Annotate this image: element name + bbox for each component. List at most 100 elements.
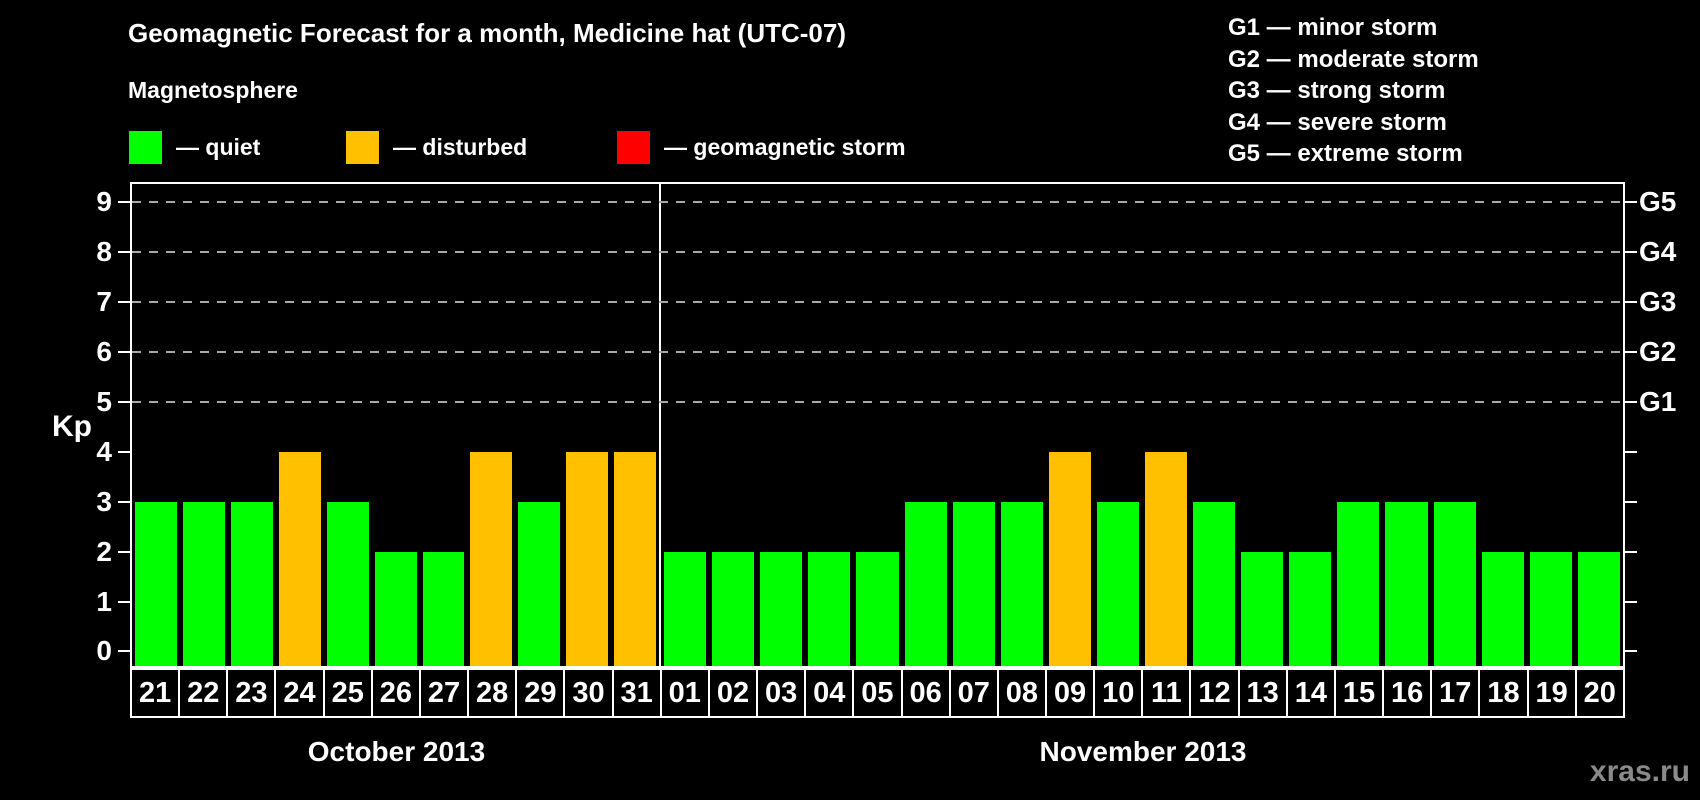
- day-label-october-25: 25: [325, 670, 373, 716]
- bar-october-30: [566, 452, 609, 666]
- bar-slot-november-11: [1142, 184, 1190, 666]
- y-tick-label-1: 1: [96, 585, 112, 617]
- left-tick-kp3: [118, 500, 130, 503]
- bar-slot-october-28: [467, 184, 515, 666]
- bar-slot-november-16: [1382, 184, 1430, 666]
- bar-slot-october-21: [132, 184, 180, 666]
- bar-slot-october-26: [372, 184, 420, 666]
- day-label-november-08: 08: [999, 670, 1047, 716]
- bar-november-07: [952, 502, 995, 666]
- bar-october-22: [182, 502, 225, 666]
- bar-october-31: [614, 452, 657, 666]
- bar-october-27: [422, 552, 465, 666]
- right-tick-kp3: [1625, 500, 1637, 503]
- right-tick-kp8: [1625, 250, 1637, 253]
- bar-november-02: [712, 552, 755, 666]
- day-label-november-05: 05: [854, 670, 903, 716]
- disturbed-color-swatch: [346, 131, 379, 164]
- bar-slot-november-13: [1238, 184, 1286, 666]
- bar-november-18: [1481, 552, 1524, 666]
- bar-slot-november-04: [805, 184, 853, 666]
- bar-slot-october-24: [276, 184, 324, 666]
- gridline-kp6: [132, 350, 1623, 353]
- bar-october-24: [278, 452, 321, 666]
- day-label-october-27: 27: [421, 670, 470, 716]
- g-scale-legend-line: G1 — minor storm: [1228, 14, 1438, 41]
- bar-slot-november-19: [1527, 184, 1575, 666]
- day-label-october-24: 24: [276, 670, 325, 716]
- bar-november-04: [808, 552, 851, 666]
- bar-slot-november-02: [709, 184, 757, 666]
- day-label-november-07: 07: [951, 670, 999, 716]
- day-label-november-01: 01: [662, 670, 710, 716]
- bar-october-26: [374, 552, 417, 666]
- bar-slot-november-14: [1286, 184, 1334, 666]
- right-tick-kp5: [1625, 400, 1637, 403]
- bar-november-17: [1433, 502, 1476, 666]
- bar-november-13: [1241, 552, 1284, 666]
- right-tick-kp2: [1625, 550, 1637, 553]
- plot-area: Kp 0 1 2 3 4 5 G1 6 G2 7 G3 8 G4 9 G5: [52, 182, 1676, 668]
- bar-november-11: [1145, 452, 1188, 666]
- bar-slot-october-31: [611, 184, 659, 666]
- right-tick-kp6: [1625, 350, 1637, 353]
- bar-november-14: [1289, 552, 1332, 666]
- y-tick-label-9: 9: [96, 186, 112, 217]
- left-tick-kp6: [118, 350, 130, 353]
- bar-october-21: [135, 502, 177, 666]
- bar-november-09: [1048, 452, 1091, 666]
- legend-storm-label: — geomagnetic storm: [664, 134, 906, 160]
- legend-item-storm: — geomagnetic storm: [617, 131, 906, 164]
- left-tick-kp5: [118, 400, 130, 403]
- gridline-kp9: [132, 201, 1623, 203]
- left-tick-kp1: [118, 600, 130, 603]
- bar-slot-november-06: [902, 184, 950, 666]
- day-label-october-28: 28: [469, 670, 518, 716]
- bar-slot-november-01: [661, 184, 709, 666]
- left-tick-kp0: [118, 650, 130, 653]
- right-tick-kp9: [1625, 201, 1637, 203]
- bar-november-12: [1193, 502, 1236, 666]
- right-tick-kp1: [1625, 600, 1637, 603]
- day-label-november-15: 15: [1336, 670, 1385, 716]
- day-label-october-31: 31: [614, 670, 662, 716]
- bar-october-25: [326, 502, 369, 666]
- day-label-november-10: 10: [1095, 670, 1144, 716]
- bar-slot-november-15: [1334, 184, 1382, 666]
- month-group-november: [661, 184, 1623, 666]
- g-scale-legend: G1 — minor storm G2 — moderate storm G3 — …: [1228, 12, 1479, 170]
- bar-october-29: [518, 502, 561, 666]
- bar-slot-november-20: [1575, 184, 1623, 666]
- bar-november-08: [1000, 502, 1043, 666]
- day-label-november-14: 14: [1288, 670, 1336, 716]
- gridline-kp5: [132, 400, 1623, 403]
- bar-slot-october-22: [180, 184, 228, 666]
- y-tick-label-3: 3: [96, 485, 112, 517]
- bar-october-28: [470, 452, 513, 666]
- day-label-october-30: 30: [565, 670, 614, 716]
- day-label-october-29: 29: [517, 670, 566, 716]
- bar-november-10: [1096, 502, 1139, 666]
- y-tick-label-2: 2: [96, 535, 112, 567]
- g-scale-legend-line: G2 — moderate storm: [1228, 45, 1479, 73]
- y-tick-label-4: 4: [96, 435, 112, 467]
- left-tick-kp8: [118, 250, 130, 253]
- bar-slot-november-18: [1479, 184, 1527, 666]
- bar-slot-october-27: [420, 184, 468, 666]
- month-label-october: October 2013: [307, 736, 486, 767]
- day-label-november-03: 03: [758, 670, 807, 716]
- bar-slot-october-23: [228, 184, 276, 666]
- g-level-label-G5: G5: [1639, 186, 1677, 217]
- chart-title: Geomagnetic Forecast for a month, Medici…: [128, 18, 846, 48]
- y-tick-label-8: 8: [96, 235, 112, 267]
- g-level-label-G2: G2: [1639, 335, 1677, 367]
- day-label-october-23: 23: [228, 670, 277, 716]
- storm-color-swatch: [617, 131, 650, 164]
- gridline-kp8: [132, 250, 1623, 253]
- right-tick-kp7: [1625, 300, 1637, 303]
- bar-slot-october-30: [563, 184, 611, 666]
- bar-november-20: [1577, 552, 1620, 666]
- left-tick-kp4: [118, 450, 130, 453]
- month-group-october: [132, 184, 662, 666]
